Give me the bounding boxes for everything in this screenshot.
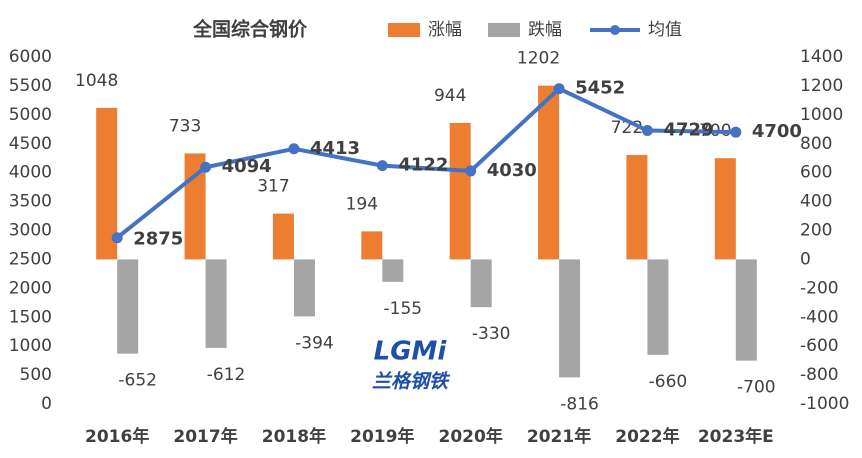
data-label: -394 — [295, 333, 334, 353]
x-tick-label: 2016年 — [85, 426, 149, 447]
x-tick-label: 2023年E — [698, 426, 774, 447]
data-label: 194 — [346, 194, 378, 214]
bar — [361, 231, 383, 260]
legend-swatch — [488, 23, 520, 37]
point — [200, 161, 212, 173]
y2-tick-label: 400 — [800, 192, 832, 212]
y-tick-label: 1500 — [9, 307, 52, 327]
bar — [117, 259, 139, 354]
data-label: 4094 — [222, 156, 272, 177]
y2-tick-label: 800 — [800, 134, 832, 154]
data-label: 4700 — [752, 121, 802, 142]
y-tick-label: 5000 — [9, 105, 52, 125]
point — [376, 160, 388, 172]
x-tick-label: 2019年 — [350, 426, 414, 447]
bar — [538, 85, 560, 260]
legend-swatch — [610, 25, 620, 35]
data-label: -330 — [472, 324, 511, 344]
watermark-text: 兰格钢铁 — [372, 371, 451, 393]
y-tick-label: 5500 — [9, 76, 52, 96]
bar — [205, 259, 227, 348]
y2-tick-label: -1000 — [800, 394, 849, 414]
x-tick-label: 2020年 — [439, 426, 503, 447]
data-label: -660 — [649, 372, 688, 392]
point — [730, 126, 742, 138]
bar — [449, 122, 471, 260]
point — [641, 125, 653, 137]
watermark-logo: LGMi — [374, 337, 448, 367]
data-label: 4413 — [310, 138, 360, 159]
bar — [470, 259, 492, 308]
bar — [293, 259, 315, 317]
y-tick-label: 4500 — [9, 134, 52, 154]
bar — [559, 259, 581, 378]
data-label: 2875 — [133, 229, 183, 250]
y-tick-label: 1000 — [9, 336, 52, 356]
y-tick-label: 3000 — [9, 221, 52, 241]
data-label: 1202 — [517, 49, 560, 69]
data-label: -155 — [384, 299, 423, 319]
data-label: 4030 — [487, 160, 537, 181]
x-tick-label: 2022年 — [615, 426, 679, 447]
legend-label: 跌幅 — [528, 20, 562, 40]
y2-tick-label: -800 — [800, 365, 839, 385]
y2-tick-label: -600 — [800, 336, 839, 356]
y2-tick-label: 1000 — [800, 105, 843, 125]
y-tick-label: 4000 — [9, 163, 52, 183]
data-label: 4729 — [663, 120, 713, 141]
data-label: 1048 — [75, 71, 118, 91]
bar — [647, 259, 669, 355]
data-label: -652 — [118, 371, 157, 391]
data-label: -612 — [207, 365, 246, 385]
y-tick-label: 2500 — [9, 249, 52, 269]
point — [111, 232, 123, 244]
y2-tick-label: -400 — [800, 307, 839, 327]
y-tick-label: 3500 — [9, 192, 52, 212]
y2-tick-label: 1400 — [800, 47, 843, 67]
x-tick-label: 2018年 — [262, 426, 326, 447]
data-label: 317 — [257, 177, 289, 197]
data-label: 5452 — [575, 78, 625, 99]
data-label: 4122 — [398, 155, 448, 176]
y-tick-label: 500 — [20, 365, 52, 385]
line — [115, 86, 736, 240]
bar — [735, 259, 757, 361]
bar — [626, 155, 648, 260]
bar — [382, 259, 404, 282]
bar — [96, 107, 118, 260]
y2-tick-label: 200 — [800, 221, 832, 241]
point — [553, 83, 565, 95]
x-tick-label: 2021年 — [527, 426, 591, 447]
data-label: -700 — [737, 378, 776, 398]
bar — [272, 213, 294, 260]
legend-label: 均值 — [648, 20, 682, 40]
chart-title: 全国综合钢价 — [192, 18, 308, 41]
y-tick-label: 0 — [41, 394, 52, 414]
legend-label: 涨幅 — [428, 20, 462, 40]
y-tick-label: 6000 — [9, 47, 52, 67]
y2-tick-label: 600 — [800, 163, 832, 183]
y-tick-label: 2000 — [9, 278, 52, 298]
data-label: -816 — [560, 394, 599, 414]
point — [288, 143, 300, 155]
y2-tick-label: 1200 — [800, 76, 843, 96]
x-tick-label: 2017年 — [173, 426, 237, 447]
point — [465, 165, 477, 177]
data-label: 733 — [169, 116, 201, 136]
legend-swatch — [388, 23, 420, 37]
y2-tick-label: 0 — [800, 249, 811, 269]
bar — [714, 158, 736, 260]
y2-tick-label: -200 — [800, 278, 839, 298]
data-label: 944 — [434, 86, 466, 106]
